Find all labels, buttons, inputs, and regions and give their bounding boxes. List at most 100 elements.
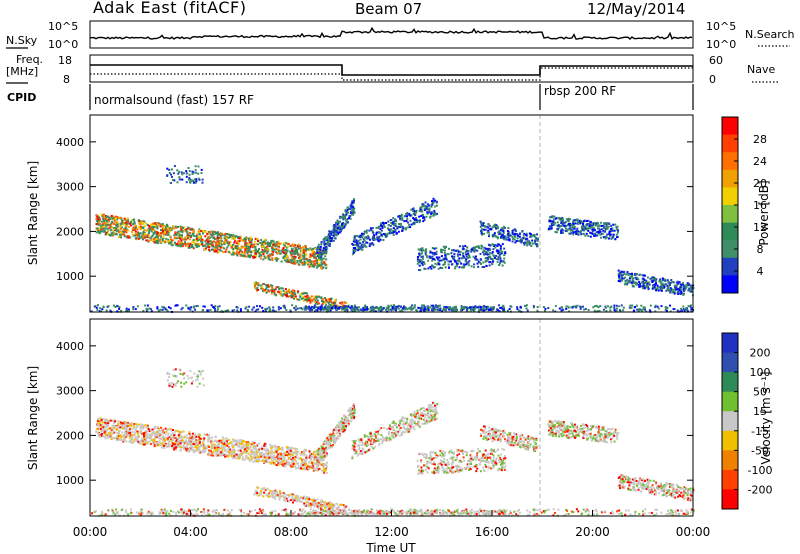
echo-cell <box>424 310 427 313</box>
echo-cell <box>204 448 206 451</box>
echo-cell <box>289 245 292 247</box>
echo-cell <box>646 276 649 279</box>
echo-cell <box>451 308 454 311</box>
echo-cell <box>364 236 367 239</box>
echo-cell <box>444 261 447 264</box>
echo-cell <box>420 206 423 209</box>
echo-cell <box>674 284 677 287</box>
echo-cell <box>480 262 482 265</box>
echo-cell <box>125 224 128 227</box>
echo-cell <box>617 280 620 282</box>
echo-cell <box>166 240 169 243</box>
echo-cell <box>187 167 190 169</box>
echo-cell <box>179 237 182 240</box>
echo-cell <box>109 218 112 221</box>
echo-cell <box>434 305 437 308</box>
echo-cell <box>163 240 166 243</box>
echo-cell <box>560 225 563 227</box>
echo-cell <box>212 444 215 447</box>
echo-cell <box>493 255 496 258</box>
echo-cell <box>639 282 642 285</box>
echo-cell <box>254 460 257 463</box>
echo-cell <box>256 289 258 292</box>
echo-cell <box>250 240 253 243</box>
echo-cell <box>125 229 128 232</box>
echo-cell <box>447 260 450 263</box>
echo-cell <box>123 217 126 220</box>
echo-cell <box>323 261 325 264</box>
echo-cell <box>191 432 194 435</box>
echo-cell <box>484 257 487 260</box>
echo-cell <box>464 245 467 247</box>
echo-cell <box>630 276 633 279</box>
echo-cell <box>238 236 241 239</box>
echo-cell <box>681 309 683 312</box>
echo-cell <box>591 225 594 228</box>
echo-cell <box>421 304 424 307</box>
echo-cell <box>487 258 490 261</box>
echo-cell <box>436 263 439 266</box>
echo-cell <box>291 262 294 264</box>
echo-cell <box>155 222 158 225</box>
echo-cell <box>640 308 643 311</box>
echo-cell <box>271 290 274 292</box>
echo-cell <box>491 226 494 229</box>
echo-cell <box>131 219 134 222</box>
echo-cell <box>689 285 692 288</box>
echo-cell <box>490 257 493 260</box>
echo-cell <box>420 262 423 265</box>
echo-cell <box>345 223 348 226</box>
echo-cell <box>525 307 528 310</box>
echo-cell <box>294 262 297 265</box>
colorbar-tick-label: 4 <box>757 265 764 278</box>
echo-cell <box>501 243 504 246</box>
echo-cell <box>146 442 149 445</box>
echo-cell <box>155 233 158 236</box>
echo-cell <box>132 306 135 308</box>
echo-cell <box>536 237 539 240</box>
echo-cell <box>325 267 328 270</box>
echo-cell <box>381 226 384 229</box>
echo-cell <box>616 236 618 239</box>
echo-cell <box>315 256 318 259</box>
echo-cell <box>150 235 153 238</box>
echo-cell <box>393 229 396 231</box>
echo-cell <box>656 305 659 308</box>
echo-cell <box>435 201 438 204</box>
echo-cell <box>198 229 201 232</box>
echo-cell <box>329 300 332 303</box>
echo-cell <box>101 224 104 227</box>
echo-cell <box>183 230 186 233</box>
echo-cell <box>303 448 306 451</box>
echo-cell <box>203 244 206 247</box>
echo-cell <box>272 250 275 253</box>
echo-cell <box>483 309 486 312</box>
echo-cell <box>105 223 108 226</box>
echo-cell <box>612 223 615 226</box>
echo-cell <box>615 309 618 312</box>
freq-tick-top: 18 <box>58 54 72 67</box>
echo-cell <box>224 455 227 458</box>
echo-cell <box>256 444 259 447</box>
echo-cell <box>507 227 510 229</box>
echo-cell <box>349 208 352 211</box>
echo-cell <box>293 255 296 258</box>
echo-cell <box>508 233 511 235</box>
echo-cell <box>277 243 280 246</box>
colorbar-tick-label: 24 <box>753 155 767 168</box>
echo-cell <box>225 438 228 441</box>
echo-cell <box>320 252 323 255</box>
echo-cell <box>529 233 532 236</box>
echo-cell <box>491 234 494 237</box>
echo-cell <box>423 305 426 308</box>
echo-cell <box>494 235 497 238</box>
echo-cell <box>662 284 665 287</box>
echo-cell <box>676 284 678 287</box>
echo-cell <box>624 273 627 276</box>
echo-cell <box>468 256 471 259</box>
echo-cell <box>194 165 197 168</box>
echo-cell <box>395 305 397 308</box>
echo-cell <box>318 251 321 254</box>
echo-cell <box>328 306 331 308</box>
